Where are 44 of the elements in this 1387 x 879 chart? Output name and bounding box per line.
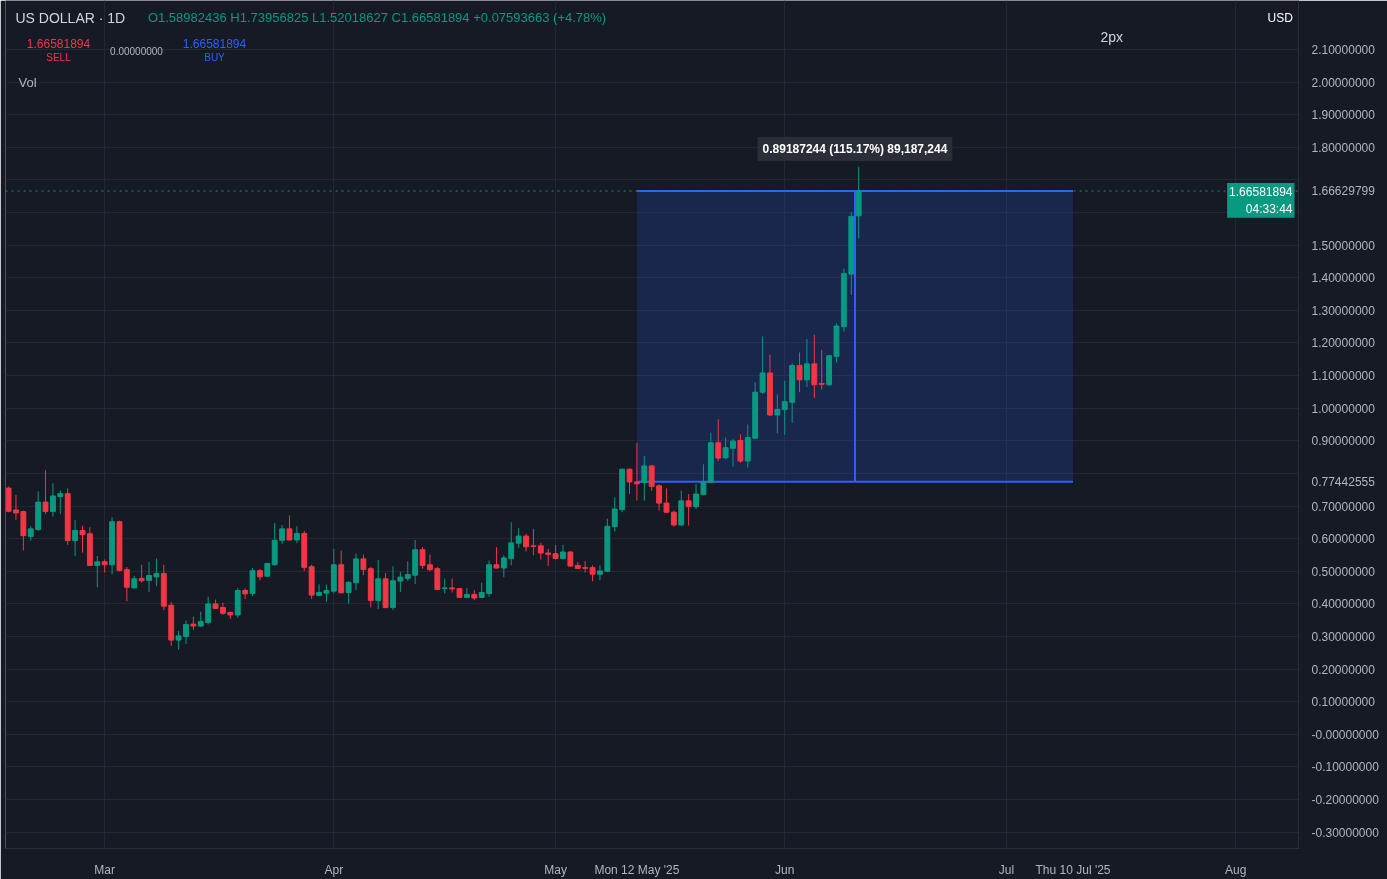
annotation: 0.89187244 (115.17%) 89,187,244 <box>762 141 948 156</box>
annotation: Vol <box>18 75 37 90</box>
y-tick-label: -0.20000000 <box>1311 793 1380 808</box>
y-tick-label: 0.10000000 <box>1311 695 1376 710</box>
y-tick-label: 0.20000000 <box>1311 662 1376 677</box>
x-tick-label: Apr <box>324 862 344 877</box>
y-tick-label: 1.00000000 <box>1311 401 1376 416</box>
annotation: 1.66581894 <box>26 37 91 51</box>
y-tick-label: 1.20000000 <box>1311 336 1376 351</box>
annotation: SELL <box>46 52 72 63</box>
y-tick-label: 0.77442555 <box>1311 475 1376 490</box>
x-tick-label: May <box>544 862 567 877</box>
y-tick-label: 1.30000000 <box>1311 303 1376 318</box>
y-tick-label: -0.10000000 <box>1311 760 1380 775</box>
x-tick-label: Thu 10 Jul '25 <box>1035 862 1111 877</box>
y-tick-label: -0.30000000 <box>1311 825 1380 840</box>
y-tick-label: 2.00000000 <box>1311 75 1376 90</box>
annotation: BUY <box>204 52 226 63</box>
text: O1.58982436 H1.73956825 L1.52018627 C1.66581894 +0.07593663 (+4.78%) <box>147 10 607 25</box>
x-tick-label: Mon 12 May '25 <box>594 862 680 877</box>
y-tick-label: 0.70000000 <box>1311 499 1376 514</box>
annotation: USD <box>1267 10 1294 25</box>
y-tick-label: 1.80000000 <box>1311 140 1376 155</box>
y-tick-label: 1.90000000 <box>1311 108 1376 123</box>
y-tick-label: 0.30000000 <box>1311 630 1376 644</box>
x-tick-label: Mar <box>94 862 116 877</box>
y-tick-label: 1.10000000 <box>1311 369 1376 384</box>
x-tick-label: Jun <box>775 862 795 877</box>
y-tick-label: 1.66629799 <box>1311 184 1376 199</box>
y-tick-label: 2.10000000 <box>1311 42 1376 57</box>
text: US DOLLAR · 1D <box>15 9 126 26</box>
y-tick-label: -0.00000000 <box>1311 727 1380 742</box>
x-tick-label: Jul <box>998 862 1015 877</box>
x-tick-label: Aug <box>1224 862 1247 877</box>
annotation: 0.00000000 <box>110 45 164 57</box>
y-tick-label: 0.90000000 <box>1311 434 1376 449</box>
ref-line-label: 1.66581894 04:33:44 <box>1229 185 1293 216</box>
y-tick-label: 1.50000000 <box>1311 238 1376 253</box>
y-tick-label: 0.40000000 <box>1311 597 1376 612</box>
annotation: 1.66581894 <box>182 37 247 51</box>
y-tick-label: 1.40000000 <box>1311 271 1376 286</box>
y-tick-label: 0.50000000 <box>1311 564 1376 579</box>
annotation: 2px <box>1100 28 1124 45</box>
y-tick-label: 0.60000000 <box>1311 532 1376 547</box>
